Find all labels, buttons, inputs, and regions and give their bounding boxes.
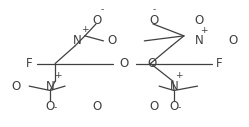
Text: O: O	[194, 14, 203, 27]
Text: -: -	[153, 5, 156, 14]
Text: O: O	[169, 100, 179, 113]
Text: O: O	[229, 34, 238, 47]
Text: O: O	[93, 100, 102, 113]
Text: -: -	[178, 103, 181, 112]
Text: N: N	[194, 34, 203, 47]
Text: O: O	[93, 14, 102, 27]
Text: O: O	[147, 57, 156, 70]
Text: O: O	[150, 14, 159, 27]
Text: F: F	[26, 57, 33, 70]
Text: +: +	[54, 72, 62, 81]
Text: -: -	[101, 5, 104, 14]
Text: O: O	[120, 57, 129, 70]
Text: O: O	[11, 80, 20, 93]
Text: N: N	[46, 80, 55, 93]
Text: +: +	[175, 72, 183, 81]
Text: O: O	[107, 34, 117, 47]
Text: +: +	[81, 25, 89, 34]
Text: F: F	[216, 57, 223, 70]
Text: +: +	[200, 26, 207, 35]
Text: N: N	[170, 80, 178, 93]
Text: -: -	[54, 103, 57, 112]
Text: N: N	[73, 34, 82, 47]
Text: O: O	[150, 100, 159, 113]
Text: O: O	[46, 100, 55, 113]
